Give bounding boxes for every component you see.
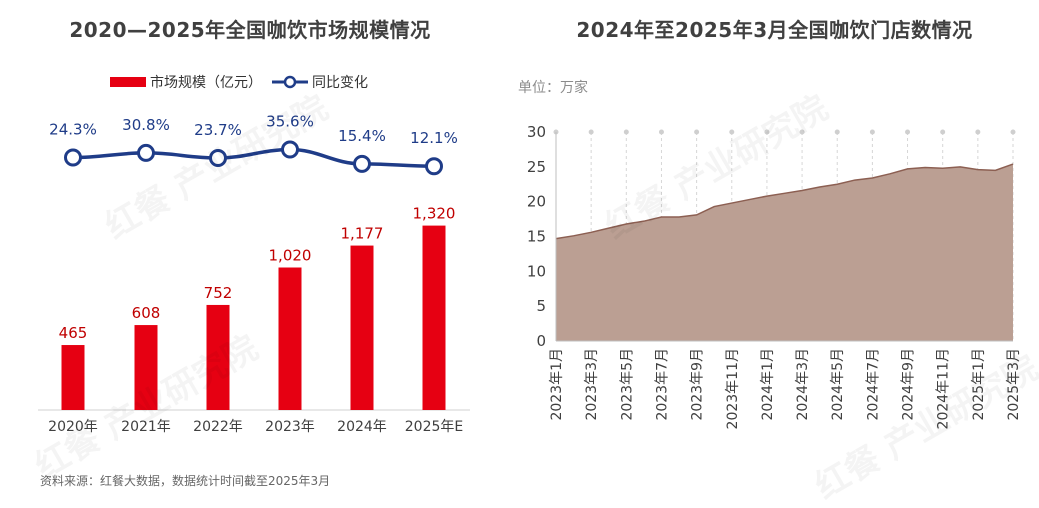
bar-value-label-2: 752 [204,284,233,302]
grid-dot-1 [588,129,594,135]
unit-label: 单位：万家 [518,80,588,96]
bar-value-label-4: 1,177 [341,225,384,243]
market-size-chart-title: 2020—2025年全国咖饮市场规模情况 [69,18,431,42]
grid-dot-13 [1010,129,1016,135]
yoy-point-1 [137,143,155,162]
store-count-area [556,164,1013,341]
yoy-point-3 [281,140,299,159]
bar-5 [422,225,446,410]
x-tick-label-5: 2025年E [405,419,463,435]
x-tick-label-3: 2023年 [265,419,315,435]
grid-dot-5 [729,129,735,135]
x-tick-label-right-0: 2023年1月 [549,348,565,421]
bar-value-label-3: 1,020 [269,247,312,265]
x-tick-label-right-3: 2023年7月 [654,348,670,421]
grid-dot-6 [764,129,770,135]
grid-dot-12 [975,129,981,135]
legend-item-yoy: 同比变化 [272,72,368,92]
grid-dot-10 [905,129,911,135]
yoy-value-label-3: 35.6% [266,113,314,131]
y-tick-label-6: 30 [527,123,546,141]
yoy-value-label-4: 15.4% [338,127,386,145]
yoy-point-0 [64,148,82,167]
store-count-chart-title: 2024年至2025年3月全国咖饮门店数情况 [576,18,973,42]
store-count-plot: 0 5 10 15 20 25 30 2023年1月 2023年3月 2023年5月 2023年7月… [527,123,1022,429]
yoy-line [72,147,435,168]
yoy-value-label-0: 24.3% [49,121,97,139]
bar-value-label-0: 465 [59,324,88,342]
bar-3 [278,267,302,410]
x-tick-label-right-7: 2024年3月 [795,348,811,421]
y-tick-label-5: 25 [527,158,546,176]
legend-line-swatch [272,75,308,89]
yoy-value-label-5: 12.1% [410,129,458,147]
bar-value-label-5: 1,320 [413,205,456,223]
yoy-point-2 [209,148,227,167]
grid-dot-7 [799,129,805,135]
bar-4 [350,245,374,410]
bar-value-label-1: 608 [132,304,161,322]
y-tick-label-0: 0 [536,332,546,350]
y-tick-label-4: 20 [527,193,546,211]
legend-bar-swatch [110,77,146,87]
market-size-plot: 465 2020年 608 2021年 752 2022年 1,020 2023年 1,177 2… [38,113,470,435]
y-tick-label-1: 5 [536,297,546,315]
x-tick-label-right-6: 2024年1月 [760,348,776,421]
x-tick-label-right-5: 2023年11月 [725,348,741,429]
x-tick-label-4: 2024年 [337,419,387,435]
x-tick-label-1: 2021年 [121,419,171,435]
x-tick-label-right-11: 2024年11月 [936,348,952,429]
grid-dot-4 [694,129,700,135]
bar-2 [206,304,230,410]
x-tick-label-right-1: 2023年3月 [584,348,600,421]
store-count-chart-panel: 2024年至2025年3月全国咖饮门店数情况 单位：万家 0 5 10 15 20 25 3… [510,0,1039,498]
grid-dot-9 [869,129,875,135]
bar-0 [61,345,85,410]
x-tick-label-2: 2022年 [193,419,243,435]
x-tick-label-right-12: 2025年1月 [971,348,987,421]
x-tick-label-right-4: 2023年9月 [690,348,706,421]
y-tick-label-2: 10 [527,262,546,280]
x-tick-label-right-13: 2025年3月 [1006,348,1022,421]
bar-1 [134,325,158,410]
source-note: 资料来源：红餐大数据，数据统计时间截至2025年3月 [40,474,331,488]
grid-dot-2 [623,129,629,135]
yoy-value-label-1: 30.8% [122,116,170,134]
x-tick-label-right-2: 2023年5月 [619,348,635,421]
yoy-point-5 [425,157,443,176]
grid-dot-8 [834,129,840,135]
grid-dot-3 [658,129,664,135]
yoy-value-label-2: 23.7% [194,121,242,139]
y-tick-label-3: 15 [527,228,546,246]
market-size-chart-panel: 2020—2025年全国咖饮市场规模情况 市场规模（亿元） 同比变化 465 20… [0,0,500,498]
legend-label-yoy: 同比变化 [312,75,368,91]
store-count-line [555,163,1014,240]
x-tick-label-right-10: 2024年9月 [901,348,917,421]
grid-dot-11 [940,129,946,135]
x-tick-label-right-8: 2024年5月 [830,348,846,421]
x-tick-label-0: 2020年 [48,419,98,435]
legend-item-market-size: 市场规模（亿元） [110,72,262,92]
yoy-point-4 [353,154,371,173]
market-size-legend: 市场规模（亿元） 同比变化 [110,72,378,92]
legend-label-market-size: 市场规模（亿元） [150,75,262,91]
x-tick-label-right-9: 2024年7月 [865,348,881,421]
